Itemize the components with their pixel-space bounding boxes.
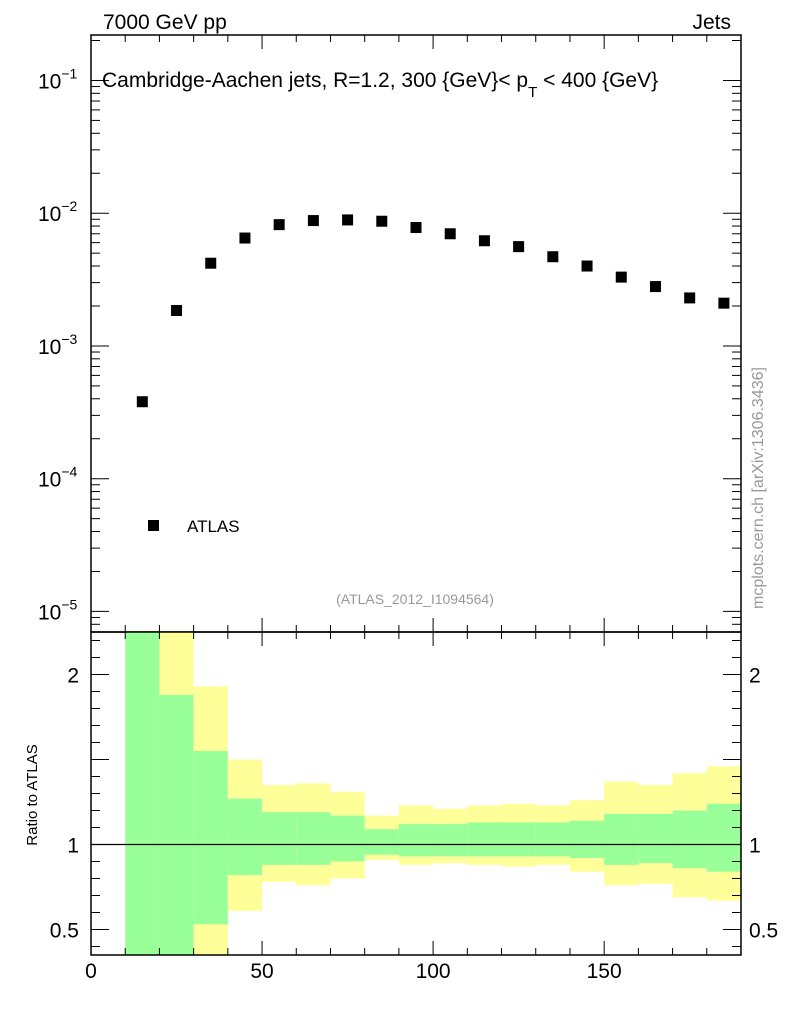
ratio-y-tick-label-right: 0.5 xyxy=(749,920,778,943)
y-tick-label-base: 10 xyxy=(38,601,61,624)
ratio-y-tick-label-right: 2 xyxy=(749,665,761,688)
data-point xyxy=(342,214,354,226)
y-tick-label-base: 10 xyxy=(38,336,61,359)
inner-band-bin xyxy=(125,632,160,955)
y-tick-label-base: 10 xyxy=(38,70,61,93)
inner-band-bin xyxy=(193,751,228,925)
main-plot-frame xyxy=(90,34,742,633)
x-tick-label: 150 xyxy=(587,960,622,983)
data-point xyxy=(273,219,285,231)
data-point xyxy=(649,281,661,293)
inner-band-bin xyxy=(638,813,673,864)
y-tick-label-exponent: −4 xyxy=(61,464,77,480)
inner-band-bin xyxy=(227,798,263,876)
legend-marker-square xyxy=(148,520,159,531)
x-tick-labels: 0 50 100 150 xyxy=(85,960,622,983)
main-panel: 10−510−410−310−210−1 Cambridge-Aachen je… xyxy=(38,34,742,633)
y-tick-label: 10−5 xyxy=(38,596,78,624)
inner-band-bin xyxy=(706,803,741,872)
ratio-uncertainty-bands xyxy=(125,632,741,955)
data-point xyxy=(239,232,251,244)
ratio-y-tick-labels: 0.5 0.5 1 1 2 2 xyxy=(50,665,778,943)
inner-band-bin xyxy=(398,824,434,857)
y-tick-label-base: 10 xyxy=(38,469,61,492)
data-point xyxy=(684,292,696,304)
data-point xyxy=(376,215,388,227)
data-point xyxy=(615,271,627,283)
header-left-label: 7000 GeV pp xyxy=(103,11,227,34)
inner-band-bin xyxy=(330,815,365,862)
data-point xyxy=(205,257,217,269)
inner-band-bin xyxy=(535,822,570,857)
main-y-tick-labels: 10−510−410−310−210−1 xyxy=(38,65,78,624)
y-tick-label: 10−2 xyxy=(38,198,78,226)
ratio-y-tick-label-left: 1 xyxy=(67,835,79,858)
y-tick-label: 10−3 xyxy=(38,331,78,359)
x-tick-label: 100 xyxy=(416,960,451,983)
y-tick-label: 10−4 xyxy=(38,464,78,492)
inner-band-bin xyxy=(501,822,536,857)
legend: ATLAS xyxy=(148,517,240,536)
y-tick-label-exponent: −3 xyxy=(61,331,77,347)
data-point xyxy=(478,235,490,247)
plot-title-tail: < 400 {GeV} xyxy=(537,69,658,92)
y-tick-label-exponent: −2 xyxy=(61,198,77,214)
inner-band-bin xyxy=(467,822,502,857)
inner-band-bin xyxy=(672,810,707,869)
ratio-y-tick-label-left: 2 xyxy=(67,665,79,688)
inner-band-bin xyxy=(433,824,468,857)
data-point xyxy=(718,297,730,309)
ratio-panel: 0.5 0.5 1 1 2 2 0 50 100 150 Ratio to ATLAS xyxy=(24,631,778,983)
inner-band-bin xyxy=(159,694,194,955)
atlas-data-points xyxy=(136,214,730,408)
data-point xyxy=(307,215,319,227)
plot-title: Cambridge-Aachen jets, R=1.2, 300 {GeV}<… xyxy=(102,69,658,101)
header-right-label: Jets xyxy=(692,11,731,34)
inner-band-bin xyxy=(604,813,639,865)
plot-title-subscript: T xyxy=(528,84,537,101)
x-tick-label: 0 xyxy=(85,960,97,983)
data-point xyxy=(547,251,559,263)
ratio-ticks xyxy=(90,632,742,955)
y-tick-label-exponent: −5 xyxy=(61,596,77,612)
y-tick-label-exponent: −1 xyxy=(61,65,77,81)
side-source-label: mcplots.cern.ch [arXiv:1306.3436] xyxy=(750,367,767,609)
y-tick-label-base: 10 xyxy=(38,203,61,226)
inner-band-bin xyxy=(262,812,297,865)
ratio-y-axis-label: Ratio to ATLAS xyxy=(24,744,41,845)
x-tick-label: 50 xyxy=(250,960,273,983)
y-tick-label: 10−1 xyxy=(38,65,78,93)
data-point xyxy=(171,304,183,316)
data-point xyxy=(581,260,593,272)
inner-band-bin xyxy=(296,812,331,865)
legend-label-atlas: ATLAS xyxy=(187,517,240,536)
inner-band-bin xyxy=(569,820,605,859)
ratio-y-tick-label-left: 0.5 xyxy=(50,920,79,943)
data-point xyxy=(513,241,525,253)
ratio-y-tick-label-right: 1 xyxy=(749,835,761,858)
analysis-reference: (ATLAS_2012_I1094564) xyxy=(336,591,494,607)
main-ticks xyxy=(90,35,742,633)
plot-title-main: Cambridge-Aachen jets, R=1.2, 300 {GeV}<… xyxy=(102,69,528,92)
data-point xyxy=(136,396,148,408)
inner-band-bin xyxy=(364,829,399,855)
data-point xyxy=(444,228,456,240)
data-point xyxy=(410,222,422,234)
